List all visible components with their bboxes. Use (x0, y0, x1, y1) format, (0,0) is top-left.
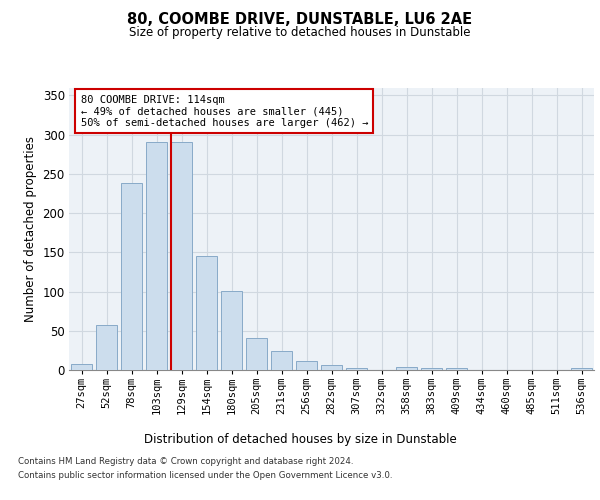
Text: Contains public sector information licensed under the Open Government Licence v3: Contains public sector information licen… (18, 471, 392, 480)
Bar (396, 367, 417, 370)
Bar (446, 368, 467, 370)
Bar (96, 326, 117, 370)
Bar (246, 338, 267, 370)
Bar (571, 368, 592, 370)
Text: Distribution of detached houses by size in Dunstable: Distribution of detached houses by size … (143, 432, 457, 446)
Y-axis label: Number of detached properties: Number of detached properties (24, 136, 37, 322)
Bar (171, 142, 192, 370)
Text: Contains HM Land Registry data © Crown copyright and database right 2024.: Contains HM Land Registry data © Crown c… (18, 458, 353, 466)
Bar (121, 183, 142, 370)
Bar (146, 142, 167, 370)
Bar (196, 256, 217, 370)
Bar (271, 351, 292, 370)
Text: Size of property relative to detached houses in Dunstable: Size of property relative to detached ho… (129, 26, 471, 39)
Bar (321, 364, 342, 370)
Bar (296, 362, 317, 370)
Text: 80 COOMBE DRIVE: 114sqm
← 49% of detached houses are smaller (445)
50% of semi-d: 80 COOMBE DRIVE: 114sqm ← 49% of detache… (80, 94, 368, 128)
Bar (71, 364, 92, 370)
Bar (346, 368, 367, 370)
Bar (421, 368, 442, 370)
Text: 80, COOMBE DRIVE, DUNSTABLE, LU6 2AE: 80, COOMBE DRIVE, DUNSTABLE, LU6 2AE (127, 12, 473, 28)
Bar (221, 290, 242, 370)
